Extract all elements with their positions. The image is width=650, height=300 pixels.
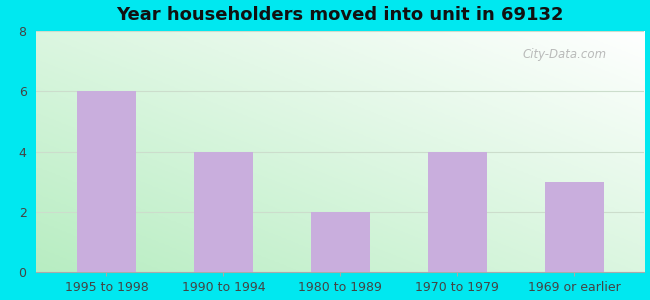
Text: City-Data.com: City-Data.com [523, 48, 607, 61]
Title: Year householders moved into unit in 69132: Year householders moved into unit in 691… [116, 6, 564, 24]
Bar [311, 212, 370, 272]
Bar [545, 182, 603, 272]
Bar [428, 152, 487, 272]
Bar [194, 152, 253, 272]
Bar [77, 91, 136, 272]
